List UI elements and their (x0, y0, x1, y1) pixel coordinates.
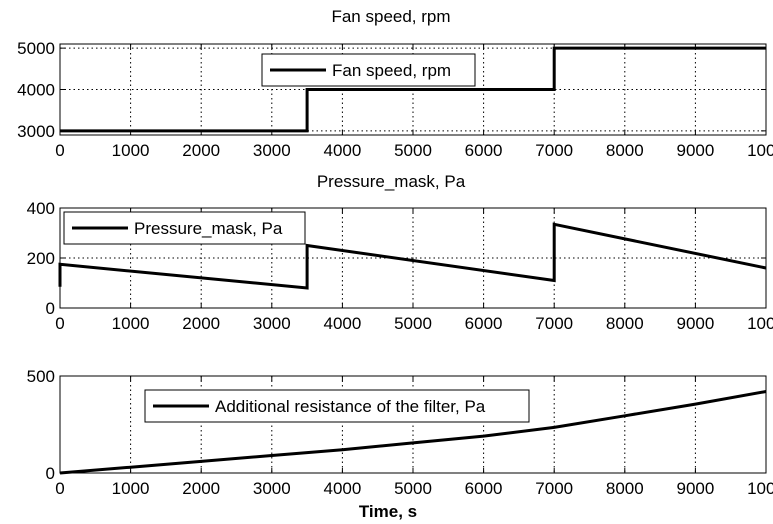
x-tick-label: 7000 (535, 314, 573, 333)
x-tick-label: 4000 (323, 479, 361, 498)
x-tick-label: 1000 (747, 141, 773, 160)
subplot-title: Pressure_mask, Pa (317, 172, 466, 191)
x-tick-label: 2000 (182, 141, 220, 160)
axes-box (59, 43, 767, 136)
x-tick-label: 3000 (253, 141, 291, 160)
axes-box (59, 207, 767, 309)
x-tick-label: 2000 (182, 314, 220, 333)
legend: Fan speed, rpm (261, 53, 476, 87)
x-tick-label: 9000 (676, 141, 714, 160)
y-tick-label: 400 (27, 199, 55, 218)
x-tick-label: 8000 (606, 479, 644, 498)
legend-label: Pressure_mask, Pa (134, 219, 283, 238)
x-tick-label: 4000 (323, 314, 361, 333)
legend-label: Fan speed, rpm (332, 61, 451, 80)
x-tick-label: 6000 (465, 479, 503, 498)
x-tick-label: 8000 (606, 141, 644, 160)
subplot-2: 0 1000 2000 3000 4000 5000 6000 7000 8000 9000 100… (27, 172, 773, 333)
x-tick-label: 9000 (676, 479, 714, 498)
x-tick-label: 7000 (535, 479, 573, 498)
x-axis-label: Time, s (359, 502, 417, 521)
legend-label: Additional resistance of the filter, Pa (215, 397, 486, 416)
series-line (59, 390, 767, 475)
subplot-title: Fan speed, rpm (331, 7, 450, 26)
y-tick-label: 0 (46, 464, 55, 483)
x-tick-label: 5000 (394, 141, 432, 160)
x-tick-label: 3000 (253, 479, 291, 498)
legend: Additional resistance of the filter, Pa (144, 389, 530, 423)
x-tick-label: 5000 (394, 479, 432, 498)
x-tick-label: 0 (55, 479, 64, 498)
axes-box (59, 375, 767, 474)
y-tick-label: 4000 (17, 81, 55, 100)
x-tick-label: 1000 (112, 314, 150, 333)
subplot-1: 0 1000 2000 3000 4000 5000 6000 7000 8000 9000 100… (17, 7, 773, 160)
x-tick-label: 1000 (112, 479, 150, 498)
x-tick-label: 6000 (465, 314, 503, 333)
x-tick-label: 6000 (465, 141, 503, 160)
x-tick-label: 1000 (747, 314, 773, 333)
y-tick-label: 5000 (17, 39, 55, 58)
y-tick-label: 0 (46, 299, 55, 318)
legend-box (144, 389, 530, 423)
x-tick-label: 1000 (112, 141, 150, 160)
x-tick-label: 0 (55, 141, 64, 160)
x-tick-label: 5000 (394, 314, 432, 333)
x-tick-label: 1000 (747, 479, 773, 498)
legend: Pressure_mask, Pa (63, 211, 306, 245)
series-line (60, 46, 766, 133)
x-tick-label: 2000 (182, 479, 220, 498)
subplot-3: 0 1000 2000 3000 4000 5000 6000 7000 8000 9000 100… (27, 367, 773, 521)
x-tick-label: 7000 (535, 141, 573, 160)
y-tick-label: 500 (27, 367, 55, 386)
x-tick-label: 3000 (253, 314, 291, 333)
x-tick-label: 4000 (323, 141, 361, 160)
x-tick-label: 0 (55, 314, 64, 333)
y-tick-label: 200 (27, 249, 55, 268)
x-tick-label: 9000 (676, 314, 714, 333)
x-tick-label: 8000 (606, 314, 644, 333)
y-tick-label: 3000 (17, 122, 55, 141)
